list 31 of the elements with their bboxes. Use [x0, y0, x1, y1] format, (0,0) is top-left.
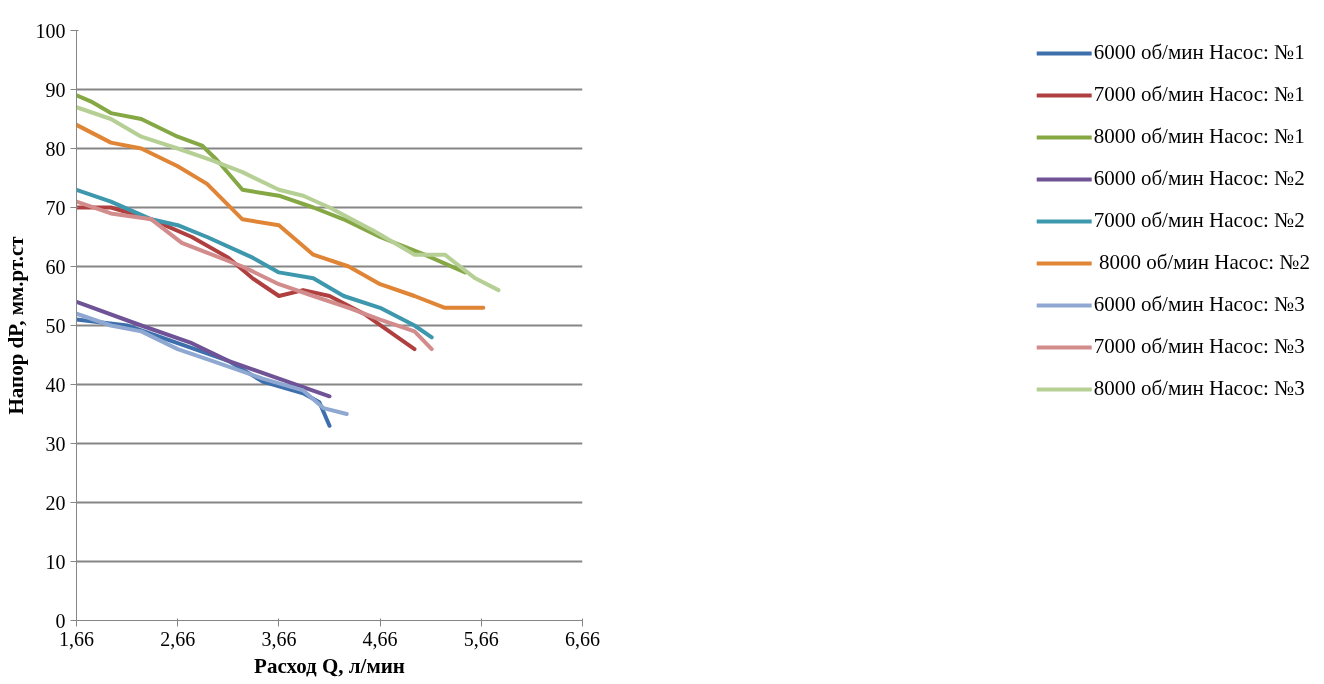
- x-tick-label: 4,66: [362, 627, 398, 650]
- y-tick-label: 20: [45, 491, 66, 514]
- x-tick-label: 5,66: [463, 627, 499, 650]
- y-tick-label: 60: [45, 255, 66, 278]
- line-series: [76, 122, 486, 310]
- legend-label: 7000 об/мин Насос: №2: [1093, 208, 1305, 233]
- legend-label: 8000 об/мин Насос: №2: [1097, 250, 1310, 275]
- legend-label: 8000 об/мин Насос: №1: [1093, 124, 1305, 149]
- y-tick-label: 70: [45, 196, 66, 219]
- line-series: [76, 105, 501, 293]
- legend-label: 7000 об/мин Насос: №3: [1093, 334, 1305, 359]
- y-tick-label: 40: [45, 373, 66, 396]
- y-tick-label: 30: [45, 432, 66, 455]
- y-tick-label: 90: [45, 78, 66, 101]
- line-series: [76, 299, 332, 399]
- legend-label: 7000 об/мин Насос: №1: [1093, 82, 1305, 107]
- legend-label: 6000 об/мин Насос: №2: [1093, 166, 1305, 191]
- line-series: [76, 311, 349, 416]
- y-tick-label: 50: [45, 314, 66, 337]
- x-tick-label: 6,66: [565, 627, 600, 650]
- y-axis-title: Напор dP, мм.рт.ст: [3, 235, 28, 415]
- y-tick-label: 10: [45, 550, 66, 573]
- x-tick-label: 2,66: [160, 627, 196, 650]
- x-tick-label: 3,66: [261, 627, 297, 650]
- y-tick-label: 100: [35, 19, 66, 42]
- x-axis-title: Расход Q, л/мин: [254, 653, 405, 678]
- legend-label: 6000 об/мин Насос: №3: [1093, 292, 1305, 317]
- y-tick-label: 80: [45, 137, 66, 160]
- legend-label: 6000 об/мин Насос: №1: [1093, 40, 1305, 65]
- line-series: [76, 93, 468, 275]
- legend-label: 8000 об/мин Насос: №3: [1093, 376, 1305, 401]
